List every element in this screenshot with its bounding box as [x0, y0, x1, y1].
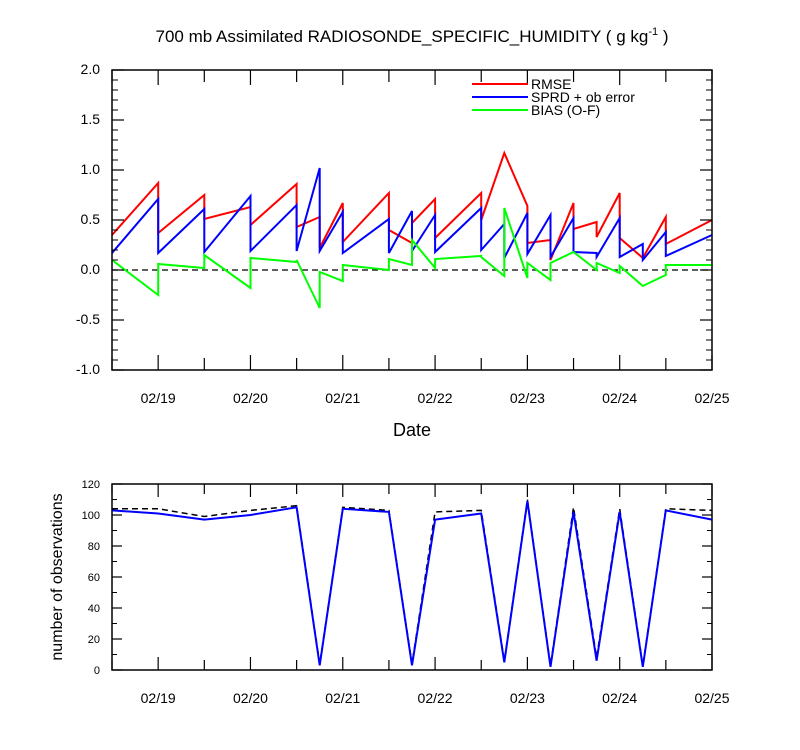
top-xtick-label: 02/23 [510, 390, 545, 406]
bottom-xtick-label: 02/23 [510, 690, 545, 706]
bottom-ytick-label: 60 [88, 572, 100, 584]
top-ytick-label: 0.5 [81, 211, 101, 227]
bottom-xtick-label: 02/24 [602, 690, 637, 706]
top-xtick-label: 02/21 [325, 390, 360, 406]
top-xtick-label: 02/25 [694, 390, 729, 406]
bottom-xtick-label: 02/19 [141, 690, 176, 706]
top-xlabel: Date [393, 420, 431, 440]
bottom-series-group [111, 499, 713, 668]
chart-title-end: ) [658, 27, 668, 46]
bottom-xtick-label: 02/21 [325, 690, 360, 706]
bottom-ytick-label: 80 [88, 541, 100, 553]
top-xtick-label: 02/22 [418, 390, 453, 406]
sprd-line [111, 167, 713, 263]
top-ytick-label: 0.0 [81, 261, 101, 277]
bottom-ytick-label: 100 [82, 510, 100, 522]
top-ytick-label: -0.5 [76, 311, 100, 327]
bottom-xtick-label: 02/22 [418, 690, 453, 706]
top-xtick-label: 02/24 [602, 390, 637, 406]
bottom-ytick-label: 20 [88, 634, 100, 646]
top-ytick-label: -1.0 [76, 361, 100, 377]
chart-title: 700 mb Assimilated RADIOSONDE_SPECIFIC_H… [156, 26, 669, 46]
top-xtick-label: 02/19 [141, 390, 176, 406]
bottom-ytick-label: 0 [94, 665, 100, 677]
top-xtick-label: 02/20 [233, 390, 268, 406]
chart-title-superscript: -1 [648, 26, 658, 38]
bottom-ytick-label: 40 [88, 603, 100, 615]
bias-line [111, 207, 712, 309]
bottom-xtick-label: 02/20 [233, 690, 268, 706]
legend-label: RMSE [531, 76, 571, 92]
top-ytick-label: 1.5 [81, 111, 101, 127]
legend-label: BIAS (O-F) [531, 102, 600, 118]
bottom-axis-ticks: 120 100 80 60 40 20 0 02/19 02/20 02/21 02/22 02/23… [82, 479, 730, 706]
obs-assimilated-line [111, 500, 713, 668]
bottom-plot-frame [111, 483, 713, 671]
top-series-group [111, 150, 713, 309]
top-axis-ticks: 2.0 1.5 1.0 0.5 0.0 -0.5 -1.0 02/19 02/20 02/21 02… [76, 61, 730, 406]
bottom-ylabel: number of observations [49, 493, 66, 660]
chart-title-main: 700 mb Assimilated RADIOSONDE_SPECIFIC_H… [156, 27, 649, 46]
top-ytick-label: 1.0 [81, 161, 101, 177]
bottom-ytick-label: 120 [82, 479, 100, 491]
top-plot: 2.0 1.5 1.0 0.5 0.0 -0.5 -1.0 02/19 02/20 02/21 02… [76, 61, 730, 440]
bottom-plot: 120 100 80 60 40 20 0 02/19 02/20 02/21 02/22 02/23… [49, 479, 730, 706]
top-ytick-label: 2.0 [81, 61, 101, 77]
legend-label: SPRD + ob error [531, 89, 635, 105]
bottom-xtick-label: 02/25 [694, 690, 729, 706]
